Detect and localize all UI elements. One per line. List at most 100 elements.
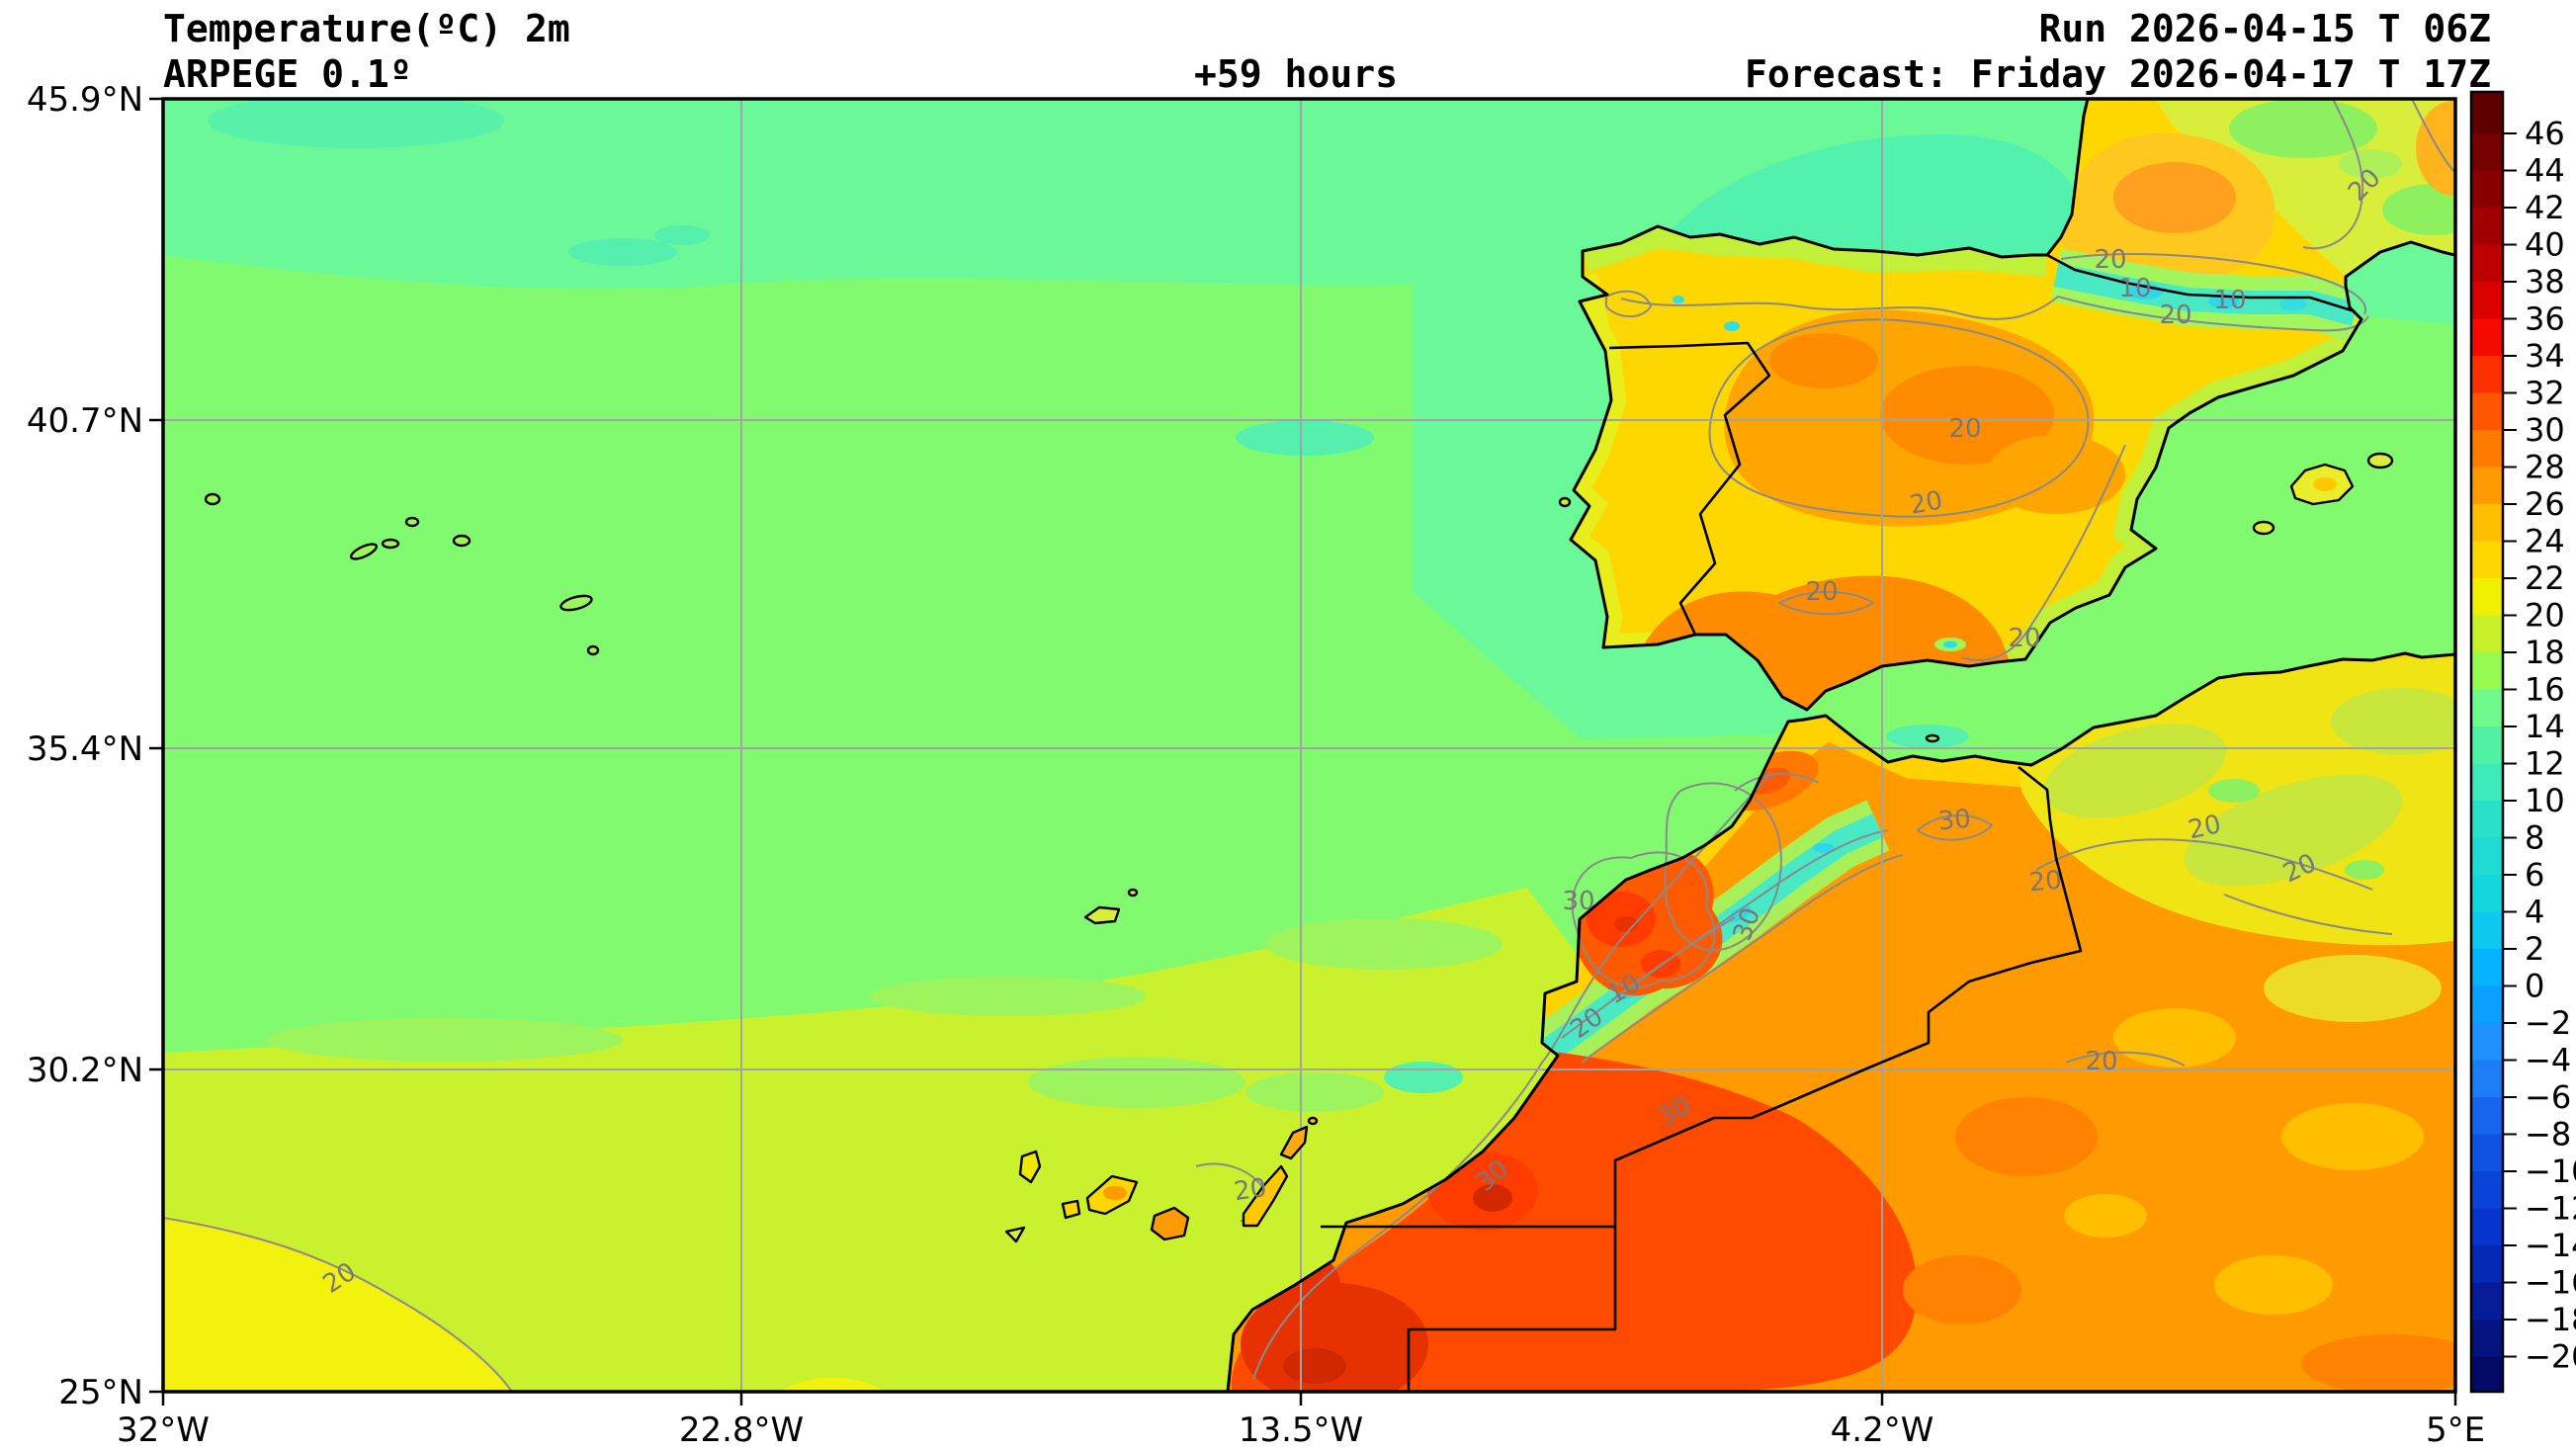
border-france-spain xyxy=(2046,253,2356,313)
lon-tick-label: 5°E xyxy=(2426,1410,2485,1448)
colorbar-segment xyxy=(2471,133,2503,171)
colorbar-segment xyxy=(2471,282,2503,319)
border-western-sahara xyxy=(1321,1225,1617,1392)
colorbar-tick-label: 10 xyxy=(2525,782,2565,819)
colorbar-tick-label: −20 xyxy=(2525,1338,2576,1376)
colorbar-tick-label: 40 xyxy=(2525,226,2565,264)
contour-label: 20 xyxy=(1805,577,1838,607)
colorbar-tick-label: 42 xyxy=(2525,189,2565,226)
colorbar-segment xyxy=(2471,392,2503,431)
contour-label: 20 xyxy=(2028,866,2064,898)
title-model: ARPEGE 0.1º xyxy=(163,52,412,96)
colorbar-tick-label: −12 xyxy=(2525,1190,2576,1228)
colorbar-tick-label: 20 xyxy=(2525,597,2565,635)
colorbar-tick-label: 6 xyxy=(2525,856,2544,894)
contour-label: 20 xyxy=(2094,245,2126,275)
colorbar-tick-label: −10 xyxy=(2525,1153,2576,1190)
colorbar-tick-label: 14 xyxy=(2525,708,2565,745)
x-axis: 32°W 22.8°W 13.5°W 4.2°W 5°E xyxy=(117,1392,2485,1450)
colorbar-tick-label: 18 xyxy=(2525,634,2565,671)
colorbar-segment xyxy=(2471,1208,2503,1246)
colorbar-segment xyxy=(2471,911,2503,950)
contour-lines xyxy=(163,99,2455,1392)
colorbar-segment xyxy=(2471,875,2503,912)
colorbar-tick-label: 30 xyxy=(2525,411,2565,449)
contour-label: 20 xyxy=(2008,624,2040,653)
colorbar-segment xyxy=(2471,541,2503,579)
gridlines xyxy=(163,99,2455,1392)
canary-islands xyxy=(1004,1116,1319,1243)
colorbar-tick-label: 46 xyxy=(2525,115,2565,152)
colorbar-frame xyxy=(2469,90,2505,1394)
colorbar-tick-label: −18 xyxy=(2525,1301,2576,1338)
y-axis: 45.9°N 40.7°N 35.4°N 30.2°N 25°N xyxy=(27,80,163,1412)
lon-tick-label: 32°W xyxy=(117,1410,210,1448)
contour-label: 10 xyxy=(2213,286,2246,315)
colorbar-segment xyxy=(2471,837,2503,876)
colorbar-segment xyxy=(2471,689,2503,727)
header: Temperature(ºC) 2m ARPEGE 0.1º +59 hours… xyxy=(163,7,2491,96)
colorbar-tick-label: 22 xyxy=(2525,559,2565,597)
contour-label: 10 xyxy=(2118,274,2151,303)
colorbar-segment xyxy=(2471,430,2503,468)
colorbar-tick-label: −2 xyxy=(2525,1004,2571,1042)
colorbar-segment xyxy=(2471,1097,2503,1135)
colorbar-segment xyxy=(2471,504,2503,542)
colorbar-tick-label: −8 xyxy=(2525,1116,2571,1153)
colorbar-segment xyxy=(2471,318,2503,357)
contour-label: 30 xyxy=(1562,887,1594,916)
colorbar-segment xyxy=(2471,985,2503,1024)
country-borders xyxy=(1321,253,2356,1392)
balearic-islands xyxy=(2252,452,2394,536)
colorbar-segment xyxy=(2471,578,2503,616)
colorbar-segment xyxy=(2471,949,2503,986)
colorbar-segment xyxy=(2471,763,2503,802)
colorbar-tick-label: −16 xyxy=(2525,1264,2576,1302)
colorbar-segment xyxy=(2471,1320,2503,1357)
lat-tick-label: 25°N xyxy=(58,1373,143,1412)
border-morocco-algeria xyxy=(1613,765,2083,1227)
colorbar-segment xyxy=(2471,1171,2503,1209)
colorbar-segment xyxy=(2471,208,2503,245)
lon-tick-label: 4.2°W xyxy=(1831,1410,1934,1448)
run-label: Run 2026-04-15 T 06Z xyxy=(2038,7,2491,50)
alboran-islet xyxy=(1925,733,1940,743)
colorbar-tick-label: 16 xyxy=(2525,671,2565,709)
colorbar-segment xyxy=(2471,1134,2503,1172)
colorbar-tick-label: 28 xyxy=(2525,449,2565,486)
colorbar-segment xyxy=(2471,92,2503,134)
colorbar-tick-label: −6 xyxy=(2525,1078,2571,1116)
contour-label: 20 xyxy=(1232,1173,1268,1207)
contour-label: 20 xyxy=(2159,300,2191,330)
lon-tick-label: 13.5°W xyxy=(1239,1410,1363,1448)
lead-time-label: +59 hours xyxy=(1194,52,1398,96)
contour-label: 20 xyxy=(2186,810,2224,845)
colorbar-segment xyxy=(2471,244,2503,283)
border-portugal-spain xyxy=(1608,341,1771,636)
lat-tick-label: 40.7°N xyxy=(27,401,143,441)
colorbar-tick-label: 12 xyxy=(2525,745,2565,783)
azores-islands xyxy=(204,492,600,656)
lat-tick-label: 45.9°N xyxy=(27,80,143,120)
colorbar-segment xyxy=(2471,467,2503,505)
colorbar-tick-label: 38 xyxy=(2525,263,2565,300)
contour-label: 20 xyxy=(1948,414,1981,444)
colorbar-segment xyxy=(2471,356,2503,393)
title-parameter: Temperature(ºC) 2m xyxy=(163,7,570,50)
colorbar-segment xyxy=(2471,1356,2503,1393)
colorbar-tick-label: 2 xyxy=(2525,930,2544,968)
colorbar-tick-label: 44 xyxy=(2525,152,2565,190)
colorbar-tick-label: 24 xyxy=(2525,523,2565,560)
colorbar-tick-label: 32 xyxy=(2525,375,2565,412)
lat-tick-label: 35.4°N xyxy=(27,729,143,769)
islands-group xyxy=(204,452,2394,1243)
lon-tick-label: 22.8°W xyxy=(679,1410,804,1448)
forecast-label: Forecast: Friday 2026-04-17 T 17Z xyxy=(1745,52,2491,96)
colorbar-segment xyxy=(2471,615,2503,653)
colorbar-tick-label: 26 xyxy=(2525,485,2565,523)
contour-label: 30 xyxy=(1937,805,1973,837)
colorbar-tick-label: 8 xyxy=(2525,819,2544,857)
